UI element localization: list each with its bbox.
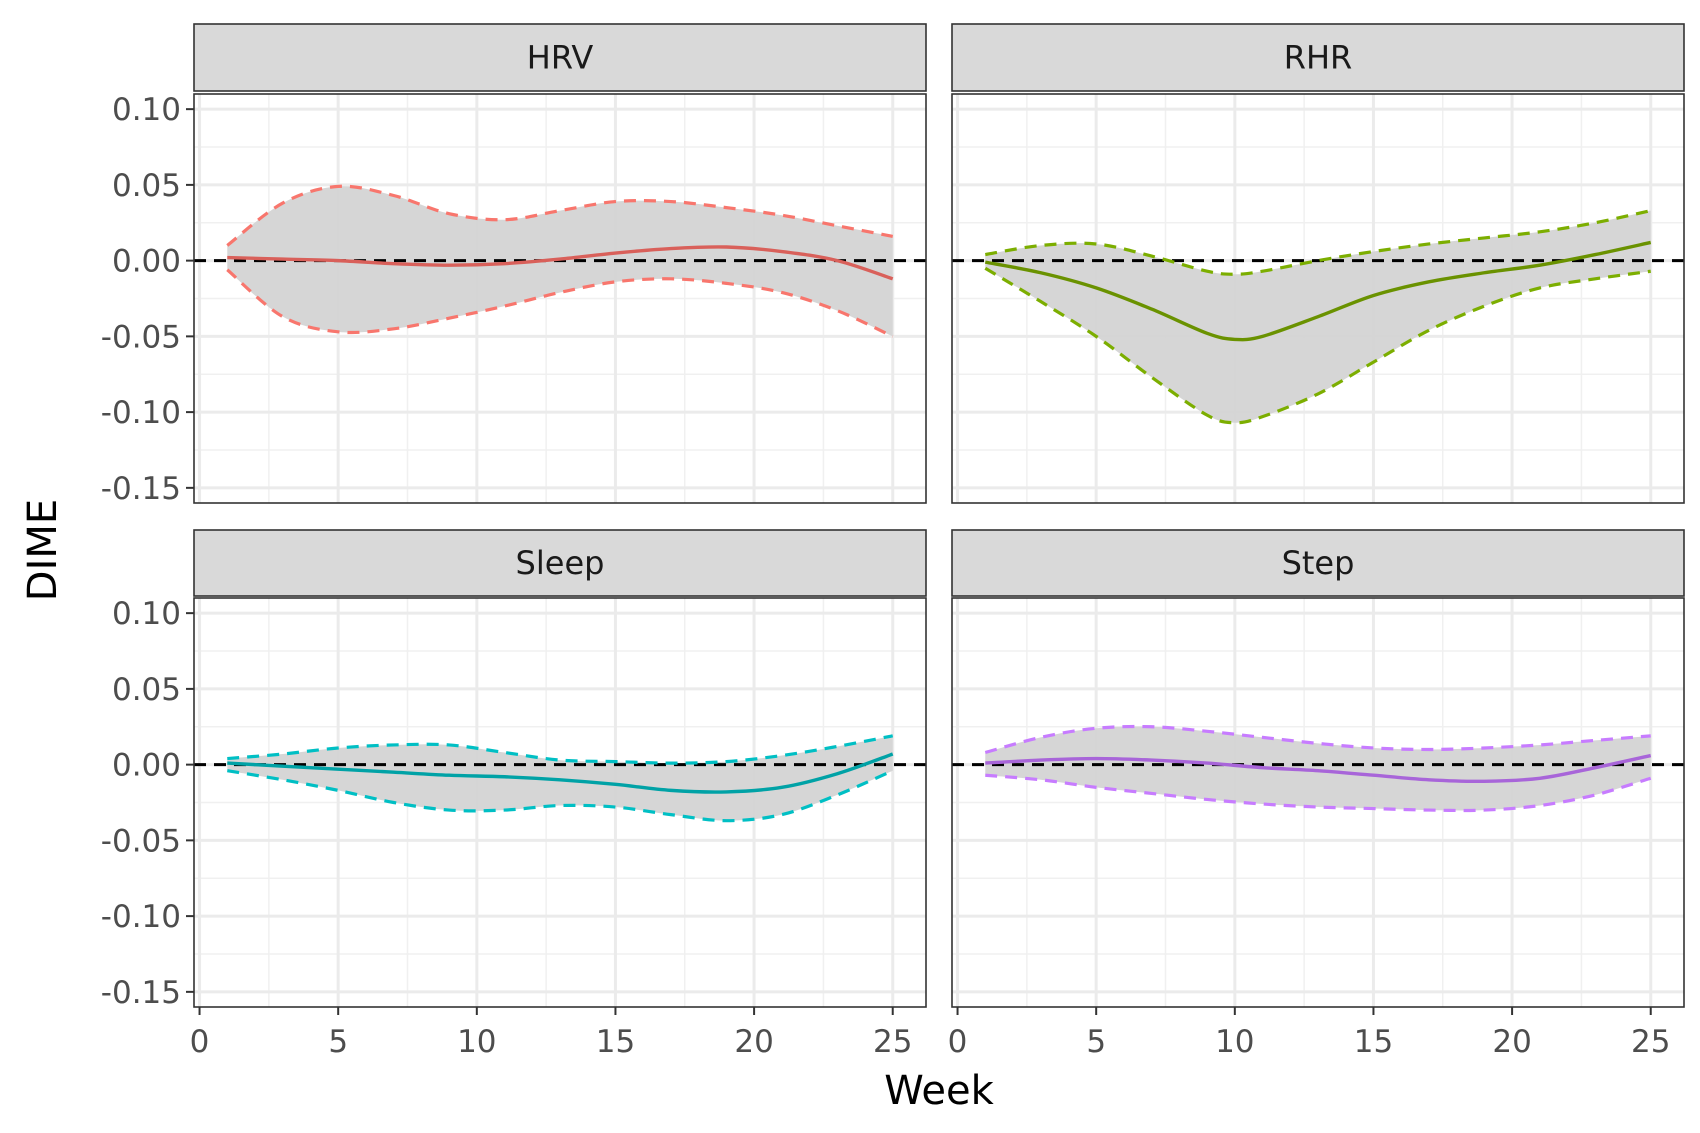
y-tick-label: 0.10 — [112, 92, 181, 128]
lower-bound-line — [226, 268, 894, 338]
confidence-band — [985, 726, 1651, 811]
x-tick-label: 25 — [1631, 1024, 1670, 1060]
panel-border — [193, 597, 927, 1008]
panel-rhr: RHR — [951, 23, 1685, 504]
y-tick-label: 0.00 — [112, 244, 181, 280]
estimate-line — [227, 245, 894, 281]
upper-bound-line — [985, 209, 1652, 276]
facet-strip-label: RHR — [1284, 39, 1353, 77]
x-tick-label: 10 — [1215, 1024, 1254, 1060]
lower-bound-line — [984, 266, 1651, 425]
estimate-line — [984, 240, 1652, 342]
panel-border — [951, 93, 1685, 504]
y-tick-label: 0.05 — [112, 168, 181, 204]
facet-strip-label: Step — [1282, 544, 1355, 582]
panel-border — [951, 597, 1685, 1008]
facet-strip — [951, 529, 1685, 597]
y-tick-label: -0.05 — [101, 823, 181, 859]
facet-strip — [951, 23, 1685, 92]
upper-bound-line — [227, 734, 894, 765]
estimate-line — [985, 753, 1652, 784]
facet-strip-label: Sleep — [516, 544, 605, 582]
x-tick-label: 15 — [596, 1024, 635, 1060]
facet-strip-label: HRV — [527, 39, 594, 77]
upper-bound-line — [226, 184, 894, 247]
y-axis-title: DIME — [20, 499, 66, 601]
estimate-line — [227, 752, 894, 794]
x-tick-label: 20 — [734, 1024, 773, 1060]
panel-hrv: HRV 0.10 0.05 0.00 -0.05 -0.10 -0.15 — [101, 23, 927, 507]
x-tick-label: 5 — [1086, 1024, 1106, 1060]
y-tick-label: -0.15 — [101, 471, 181, 507]
y-tick-label: -0.10 — [101, 899, 181, 935]
panel-border — [193, 93, 927, 504]
panel-sleep: Sleep 0.10 0.05 0.00 -0.05 -0.10 -0.150 5 10 15 20… — [101, 529, 927, 1060]
x-tick-label: 0 — [190, 1024, 210, 1060]
y-tick-label: 0.05 — [112, 672, 181, 708]
lower-bound-line — [985, 773, 1652, 813]
facet-strip — [193, 23, 927, 92]
facet-strip — [193, 529, 927, 597]
y-tick-label: 0.10 — [112, 596, 181, 632]
x-tick-label: 5 — [328, 1024, 348, 1060]
x-tick-label: 10 — [457, 1024, 496, 1060]
y-tick-label: -0.10 — [101, 395, 181, 431]
y-tick-label: -0.15 — [101, 975, 181, 1011]
panel-step: Step 0 5 10 15 20 25 — [948, 529, 1685, 1060]
x-axis-title: Week — [884, 1068, 994, 1114]
x-tick-label: 20 — [1492, 1024, 1531, 1060]
x-tick-label: 15 — [1354, 1024, 1393, 1060]
x-tick-label: 0 — [948, 1024, 968, 1060]
y-tick-label: 0.00 — [112, 748, 181, 784]
x-tick-label: 25 — [873, 1024, 912, 1060]
y-tick-label: -0.05 — [101, 319, 181, 355]
